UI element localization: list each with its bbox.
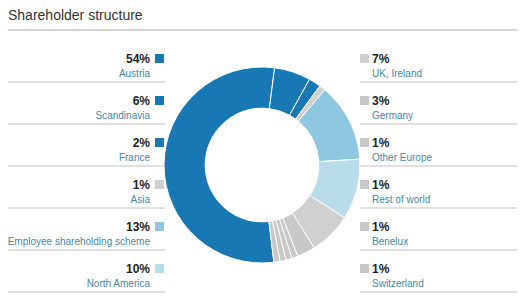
wedge bbox=[298, 90, 359, 162]
swatch bbox=[155, 138, 164, 147]
chart: Shareholder structure 54% Austria 6% Scandin… bbox=[0, 0, 525, 300]
value-label: 1% bbox=[372, 220, 390, 234]
swatch bbox=[360, 180, 369, 189]
wedge bbox=[269, 221, 280, 262]
row-rule bbox=[360, 124, 517, 125]
swatch bbox=[360, 54, 369, 63]
value-label: 13% bbox=[126, 220, 150, 234]
swatch bbox=[155, 222, 164, 231]
category-label: Benelux bbox=[372, 236, 408, 247]
value-label: 3% bbox=[372, 94, 390, 108]
row-rule bbox=[360, 208, 517, 209]
value-label: 54% bbox=[126, 52, 150, 66]
row-rule bbox=[360, 166, 517, 167]
title-rule bbox=[8, 30, 517, 31]
row-rule bbox=[8, 82, 165, 83]
row-rule bbox=[8, 208, 165, 209]
row-rule bbox=[8, 292, 165, 293]
swatch bbox=[360, 138, 369, 147]
category-label: Rest of world bbox=[372, 194, 430, 205]
swatch bbox=[155, 54, 164, 63]
value-label: 1% bbox=[133, 178, 151, 192]
category-label: Austria bbox=[119, 68, 151, 79]
category-label: Asia bbox=[131, 194, 151, 205]
category-label: France bbox=[119, 152, 151, 163]
value-label: 1% bbox=[372, 136, 390, 150]
category-label: Employee shareholding scheme bbox=[8, 236, 151, 247]
category-label: UK, Ireland bbox=[372, 68, 422, 79]
value-label: 2% bbox=[133, 136, 151, 150]
category-label: Switzerland bbox=[372, 278, 424, 289]
swatch bbox=[360, 222, 369, 231]
wedge bbox=[164, 67, 275, 263]
category-label: Scandinavia bbox=[96, 110, 151, 121]
row-rule bbox=[360, 292, 517, 293]
value-label: 7% bbox=[372, 52, 390, 66]
value-label: 10% bbox=[126, 262, 150, 276]
donut bbox=[164, 67, 360, 263]
value-label: 1% bbox=[372, 178, 390, 192]
swatch bbox=[360, 96, 369, 105]
category-label: North America bbox=[87, 278, 151, 289]
swatch bbox=[155, 180, 164, 189]
title: Shareholder structure bbox=[8, 7, 143, 23]
row-rule bbox=[360, 250, 517, 251]
row-rule bbox=[360, 82, 517, 83]
row-rule bbox=[8, 250, 165, 251]
category-label: Other Europe bbox=[372, 152, 432, 163]
swatch bbox=[155, 264, 164, 273]
category-label: Germany bbox=[372, 110, 413, 121]
value-label: 1% bbox=[372, 262, 390, 276]
row-rule bbox=[8, 124, 165, 125]
row-rule bbox=[8, 166, 165, 167]
swatch bbox=[155, 96, 164, 105]
swatch bbox=[360, 264, 369, 273]
value-label: 6% bbox=[133, 94, 151, 108]
